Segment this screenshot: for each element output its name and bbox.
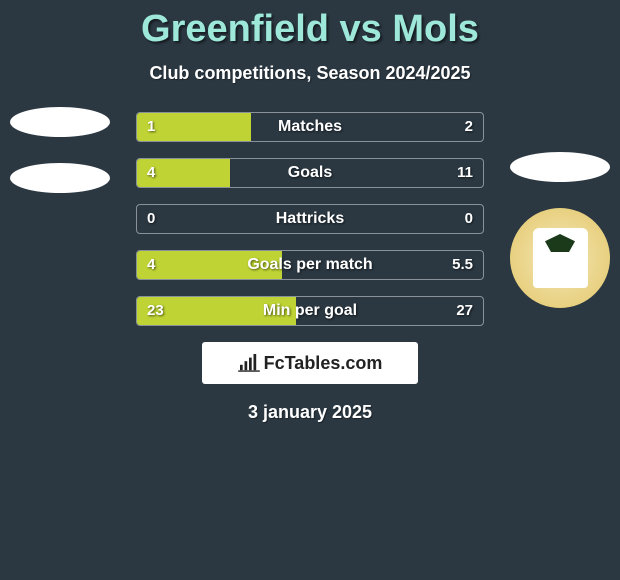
stat-row: 4Goals11 bbox=[136, 158, 484, 188]
stat-row: 23Min per goal27 bbox=[136, 296, 484, 326]
stat-value-right: 5.5 bbox=[452, 251, 473, 279]
page-title: Greenfield vs Mols bbox=[0, 0, 620, 51]
team-right-logo-1 bbox=[510, 152, 610, 182]
team-right-crest bbox=[510, 208, 610, 308]
team-left-logo-1 bbox=[10, 107, 110, 137]
stat-value-right: 11 bbox=[457, 159, 473, 187]
stat-row: 1Matches2 bbox=[136, 112, 484, 142]
stat-value-right: 0 bbox=[465, 205, 473, 233]
stat-label: Min per goal bbox=[137, 297, 483, 325]
team-left-logo-2 bbox=[10, 163, 110, 193]
team-left-badges bbox=[10, 107, 110, 219]
stat-label: Goals per match bbox=[137, 251, 483, 279]
team-right-badges bbox=[510, 152, 610, 308]
brand-text: FcTables.com bbox=[264, 353, 383, 374]
stat-label: Hattricks bbox=[137, 205, 483, 233]
date-text: 3 january 2025 bbox=[0, 402, 620, 423]
stat-label: Matches bbox=[137, 113, 483, 141]
stat-value-right: 27 bbox=[456, 297, 473, 325]
bar-chart-icon bbox=[238, 354, 260, 372]
subtitle: Club competitions, Season 2024/2025 bbox=[0, 63, 620, 84]
comparison-content: 1Matches2 4Goals11 0Hattricks0 4Goals per m… bbox=[0, 112, 620, 423]
stat-row: 0Hattricks0 bbox=[136, 204, 484, 234]
stat-bars: 1Matches2 4Goals11 0Hattricks0 4Goals per m… bbox=[136, 112, 484, 326]
stat-row: 4Goals per match5.5 bbox=[136, 250, 484, 280]
stat-label: Goals bbox=[137, 159, 483, 187]
stat-value-right: 2 bbox=[465, 113, 473, 141]
crest-shield-icon bbox=[533, 228, 588, 288]
brand-box[interactable]: FcTables.com bbox=[202, 342, 418, 384]
